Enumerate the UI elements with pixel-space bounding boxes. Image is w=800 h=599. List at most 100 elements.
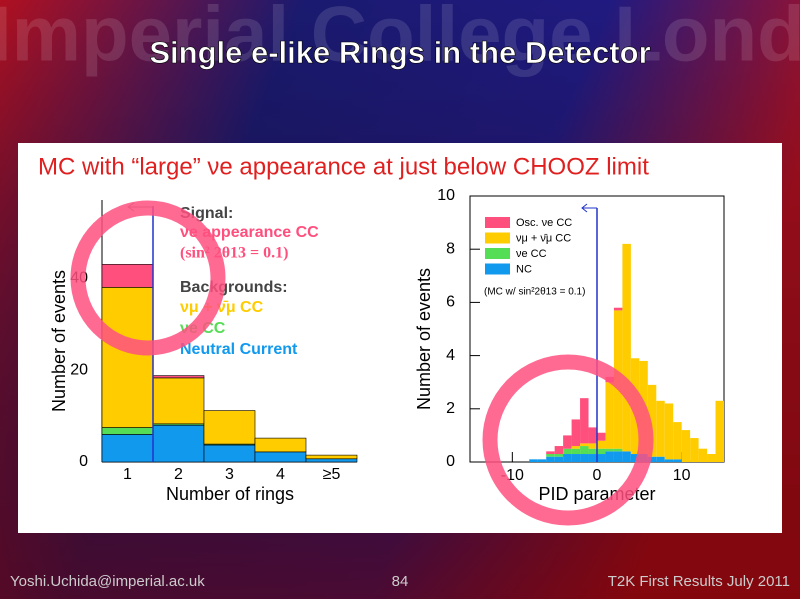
bar-segment [305, 454, 358, 460]
subtitle: MC with “large” νe appearance at just be… [38, 153, 649, 180]
bar-segment [613, 451, 623, 462]
bar-segment [101, 287, 154, 428]
bar-segment [605, 382, 614, 449]
y-tick-label: 0 [79, 453, 88, 470]
bar-segment [613, 448, 623, 452]
legend-entry: νμ + ν̄μ CC [180, 299, 264, 316]
footer-left: Yoshi.Uchida@imperial.ac.uk [10, 573, 205, 590]
y-tick-label: 8 [446, 240, 455, 257]
bar-segment [597, 432, 606, 441]
bar-segment [254, 451, 307, 463]
bar-segment [622, 451, 631, 462]
highlight-ring [482, 354, 654, 526]
bar-segment [597, 454, 606, 462]
bar-segment [554, 454, 564, 457]
bar-segment [707, 454, 716, 462]
bar-segment [554, 456, 564, 462]
annotation: (MC w/ sin²2θ13 = 0.1) [484, 287, 585, 298]
x-tick-label: 2 [174, 466, 183, 483]
legend-entry: NC [516, 263, 532, 275]
highlight-ring [70, 200, 226, 356]
y-axis-label: Number of events [49, 270, 69, 412]
bar-segment [571, 419, 581, 447]
bar-segment [580, 454, 589, 462]
x-axis-label: Number of rings [166, 484, 294, 504]
legend-entry: Neutral Current [180, 341, 298, 358]
bar-segment [563, 448, 572, 455]
bar-segment [152, 377, 205, 425]
legend-entry: Osc. νe CC [516, 217, 572, 229]
legend-entry: νe CC [516, 248, 547, 260]
bar-segment [681, 430, 691, 462]
bar-segment [254, 437, 307, 453]
bar-segment [588, 448, 597, 455]
slide-title: Single e-like Rings in the Detector [149, 35, 650, 70]
bar-segment [630, 454, 640, 462]
bar-segment [698, 448, 708, 462]
bar-segment [673, 459, 682, 462]
bar-segment [563, 435, 572, 449]
bar-segment [101, 264, 154, 288]
bar-segment [546, 456, 555, 462]
bar-segment [605, 448, 614, 452]
bar-segment [571, 454, 581, 462]
y-tick-label: 2 [446, 400, 455, 417]
bar-segment [580, 398, 589, 444]
bar-segment [588, 427, 597, 444]
overlay [70, 200, 654, 526]
y-tick-label: 6 [446, 294, 455, 311]
bar-segment [152, 375, 205, 379]
bar-segment [622, 243, 631, 452]
bar-segment [656, 400, 665, 457]
bar-segment [597, 440, 606, 449]
legend-swatch [485, 232, 510, 244]
legend-swatch [485, 217, 510, 228]
cut-arrow [581, 203, 597, 213]
bar-segment [580, 443, 589, 447]
bar-segment [613, 307, 623, 311]
bar-segment [673, 422, 682, 460]
bar-segment [305, 458, 358, 463]
legend-header: Backgrounds: [180, 279, 288, 296]
bar-segment [588, 454, 597, 462]
bar-segment [605, 451, 614, 462]
bar-segment [203, 410, 256, 445]
bar-segment [597, 448, 606, 455]
y-tick-label: 20 [70, 361, 88, 378]
footer-right: T2K First Results July 2011 [608, 573, 790, 590]
bar-segment [588, 443, 597, 449]
legend-entry: νe appearance CC [180, 224, 319, 241]
bar-segment [656, 456, 665, 462]
bar-segment [101, 427, 154, 435]
bar-segment [647, 384, 657, 457]
bar-segment [537, 459, 547, 462]
bar-segment [647, 456, 657, 462]
y-tick-label: 4 [446, 347, 455, 364]
bar-segment [690, 438, 699, 462]
bar-segment [529, 459, 538, 462]
y-tick-label: 0 [446, 453, 455, 470]
x-tick-label: 1 [123, 466, 132, 483]
bar-segment [664, 459, 674, 462]
bar-segment [580, 446, 589, 455]
bar-segment [664, 403, 674, 460]
bar-segment [546, 451, 555, 455]
bar-segment [715, 400, 724, 462]
legend-swatch [485, 248, 510, 259]
x-tick-label: 3 [225, 466, 234, 483]
annotation: (sin² 2θ13 = 0.1) [180, 245, 289, 262]
bar-segment [571, 446, 581, 449]
x-tick-label: ≥5 [323, 466, 341, 483]
bar-segment [554, 446, 564, 455]
x-tick-label: 10 [673, 467, 691, 484]
bar-segment [546, 454, 555, 457]
y-tick-label: 10 [437, 187, 455, 204]
legend-entry: νμ + ν̄μ CC [516, 232, 571, 244]
y-axis-label: Number of events [414, 268, 434, 410]
bar-segment [563, 454, 572, 462]
bar-segment [571, 448, 581, 455]
x-tick-label: 4 [276, 466, 285, 483]
legend-swatch [485, 263, 510, 275]
page-number: 84 [392, 573, 409, 590]
